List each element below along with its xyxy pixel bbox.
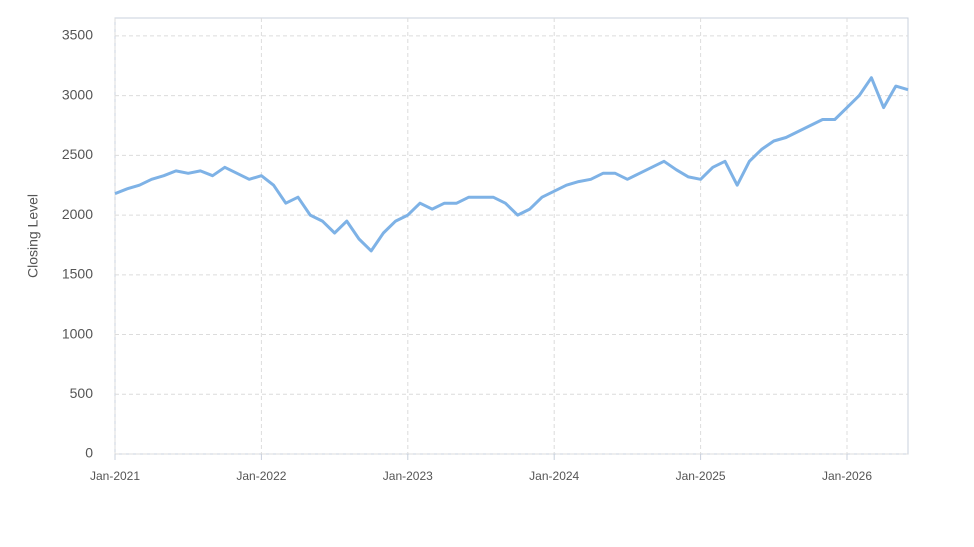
y-axis-label: Closing Level: [25, 194, 41, 278]
series-line: [114, 76, 909, 253]
x-tick-label: Jan-2024: [529, 469, 579, 483]
plot-frame: [114, 17, 909, 455]
y-tick-label: 1000: [62, 325, 93, 341]
y-tick-label: 0: [85, 445, 93, 461]
x-tick-label: Jan-2025: [676, 469, 726, 483]
x-tick-label: Jan-2026: [822, 469, 872, 483]
y-tick-label: 2000: [62, 206, 93, 222]
y-tick-label: 500: [70, 385, 94, 401]
y-tick-label: 1500: [62, 266, 93, 282]
y-tick-label: 3000: [62, 86, 93, 102]
y-tick-label: 3500: [62, 27, 93, 43]
y-tick-label: 2500: [62, 146, 93, 162]
x-tick-label: Jan-2021: [90, 469, 140, 483]
x-tick-label: Jan-2023: [383, 469, 433, 483]
x-tick-label: Jan-2022: [236, 469, 286, 483]
